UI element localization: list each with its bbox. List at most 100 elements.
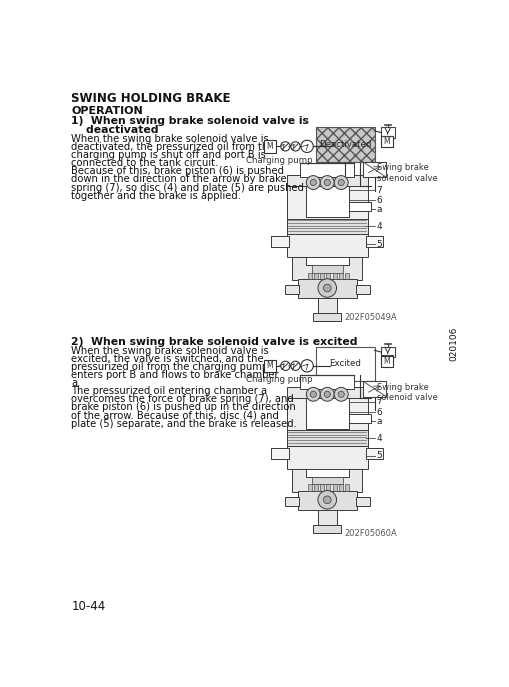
Text: 7: 7 [375, 398, 381, 407]
Text: OPERATION: OPERATION [71, 106, 143, 115]
Text: a: a [375, 417, 381, 426]
Bar [365, 236, 382, 247]
Circle shape [317, 279, 336, 297]
Bar [287, 218, 367, 234]
Circle shape [320, 387, 333, 401]
Text: 202F05060A: 202F05060A [344, 529, 396, 538]
Bar [305, 469, 348, 477]
Circle shape [323, 284, 330, 292]
Circle shape [337, 391, 344, 397]
Text: a: a [375, 205, 381, 214]
Bar [284, 285, 298, 294]
Circle shape [324, 391, 330, 397]
Bar [292, 469, 361, 492]
Text: Swing brake
solenoid valve: Swing brake solenoid valve [376, 383, 437, 402]
Bar [287, 186, 367, 229]
Text: Charging pump: Charging pump [245, 155, 312, 165]
Text: 6: 6 [375, 196, 381, 205]
Circle shape [317, 491, 336, 509]
Circle shape [320, 176, 333, 190]
Bar [313, 313, 341, 321]
Bar [287, 446, 367, 469]
Text: 4: 4 [375, 222, 381, 231]
Bar [320, 484, 324, 491]
Circle shape [309, 179, 316, 185]
Bar [305, 398, 348, 429]
Bar [317, 510, 336, 533]
Text: connected to the tank circuit.: connected to the tank circuit. [71, 158, 218, 168]
Text: 202F05049A: 202F05049A [344, 313, 396, 322]
Bar [284, 497, 298, 506]
Text: M: M [383, 357, 389, 365]
Bar [380, 346, 394, 357]
Bar [287, 398, 367, 440]
Text: excited, the valve is switched, and the: excited, the valve is switched, and the [71, 354, 264, 364]
Bar [380, 136, 392, 147]
Bar [263, 140, 275, 153]
Text: Charging pump: Charging pump [245, 375, 312, 384]
Bar [316, 127, 374, 161]
Text: When the swing brake solenoid valve is: When the swing brake solenoid valve is [71, 346, 269, 356]
Text: overcomes the force of brake spring (7), and: overcomes the force of brake spring (7),… [71, 394, 294, 404]
Text: brake piston (6) is pushed up in the direction: brake piston (6) is pushed up in the dir… [71, 403, 296, 412]
Bar [332, 484, 336, 491]
Bar [365, 448, 382, 459]
Bar [355, 497, 369, 506]
Text: M: M [266, 361, 273, 370]
Text: spring (7), so disc (4) and plate (5) are pushed: spring (7), so disc (4) and plate (5) ar… [71, 183, 304, 192]
Text: plate (5) separate, and the brake is released.: plate (5) separate, and the brake is rel… [71, 418, 297, 429]
Text: The pressurized oil entering chamber a: The pressurized oil entering chamber a [71, 386, 267, 396]
Bar [345, 484, 348, 491]
Bar [314, 484, 317, 491]
Bar [271, 448, 288, 459]
Text: together and the brake is applied.: together and the brake is applied. [71, 190, 241, 201]
Text: charging pump is shut off and port B is: charging pump is shut off and port B is [71, 150, 266, 160]
Bar [305, 186, 348, 217]
Text: M: M [383, 137, 389, 146]
Bar [311, 265, 342, 273]
Bar [316, 346, 374, 381]
Circle shape [309, 391, 316, 397]
Text: When the swing brake solenoid valve is: When the swing brake solenoid valve is [71, 134, 269, 144]
Text: Deactivated: Deactivated [319, 140, 371, 149]
Text: deactivated, the pressurized oil from the: deactivated, the pressurized oil from th… [71, 142, 274, 152]
Circle shape [333, 387, 348, 401]
Text: down in the direction of the arrow by brake: down in the direction of the arrow by br… [71, 174, 287, 184]
Bar [292, 257, 361, 280]
Circle shape [306, 176, 320, 190]
Bar [320, 273, 324, 279]
Bar [326, 273, 330, 279]
Text: 5: 5 [375, 451, 381, 460]
Circle shape [300, 359, 313, 372]
Bar [317, 298, 336, 321]
Bar [299, 164, 354, 177]
Text: 020106: 020106 [448, 327, 457, 361]
Bar [332, 273, 336, 279]
Bar [287, 387, 367, 398]
Text: Swing brake
solenoid valve: Swing brake solenoid valve [376, 164, 437, 183]
Bar [307, 484, 311, 491]
Circle shape [280, 142, 290, 151]
Bar [299, 375, 354, 389]
Bar [263, 359, 275, 372]
Bar [348, 414, 370, 423]
Circle shape [300, 140, 313, 153]
Text: Excited: Excited [329, 359, 361, 368]
Bar [380, 127, 394, 138]
Circle shape [280, 361, 290, 370]
Circle shape [324, 179, 330, 185]
Bar [307, 273, 311, 279]
Text: SWING HOLDING BRAKE: SWING HOLDING BRAKE [71, 91, 231, 104]
Bar [313, 525, 341, 533]
Circle shape [333, 176, 348, 190]
Bar [338, 484, 342, 491]
Text: 5: 5 [375, 240, 381, 249]
Bar [348, 202, 370, 211]
Bar [314, 273, 317, 279]
Bar [287, 234, 367, 257]
Text: 10-44: 10-44 [71, 600, 105, 613]
Text: 1)  When swing brake solenoid valve is: 1) When swing brake solenoid valve is [71, 116, 309, 126]
Circle shape [323, 496, 330, 504]
Text: a.: a. [71, 378, 81, 388]
Circle shape [306, 387, 320, 401]
